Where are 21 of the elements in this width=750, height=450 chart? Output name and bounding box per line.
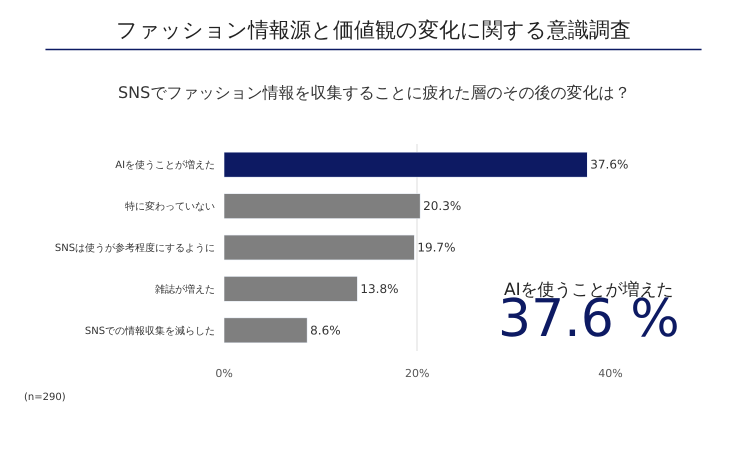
bar <box>224 234 415 260</box>
bar <box>224 193 420 219</box>
bar <box>224 276 358 302</box>
y-tick-label: AIを使うことが増えた <box>115 159 216 172</box>
chart-title: ファッション情報源と価値観の変化に関する意識調査 <box>116 18 631 42</box>
data-label: 19.7% <box>417 240 456 254</box>
y-tick-label: 雑誌が増えた <box>155 283 216 296</box>
y-tick-label: SNSは使うが参考程度にするように <box>54 242 216 254</box>
bar <box>224 152 588 178</box>
x-tick-label: 0% <box>215 367 233 380</box>
y-tick-label: SNSでの情報収集を減らした <box>84 324 216 337</box>
chart-subtitle: SNSでファッション情報を収集することに疲れた層のその後の変化は？ <box>118 83 630 102</box>
text: (n=290) <box>24 392 66 403</box>
y-tick-label: 特に変わっていない <box>125 200 216 213</box>
x-tick-label: 40% <box>598 367 623 380</box>
x-tick-label: 20% <box>405 367 430 380</box>
data-label: 13.8% <box>360 282 398 296</box>
data-label: 20.3% <box>423 199 462 214</box>
bar <box>224 318 308 343</box>
data-label: 37.6% <box>590 158 628 172</box>
data-label: 8.6% <box>310 323 341 338</box>
